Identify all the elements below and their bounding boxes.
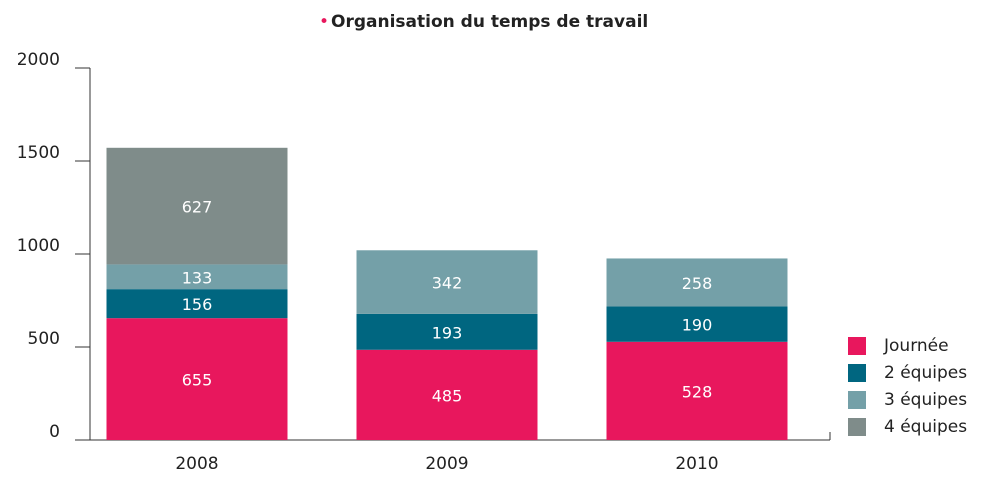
x-tick-label: 2010 [675, 454, 718, 474]
bar-segment [356, 349, 538, 440]
value-label: 485 [432, 386, 463, 405]
legend-label: 2 équipes [884, 363, 967, 383]
legend-swatch [848, 391, 866, 409]
y-tick-label: 0 [49, 422, 60, 442]
y-tick-label: 500 [28, 329, 60, 349]
y-tick-label: 1000 [17, 236, 60, 256]
legend-swatch [848, 364, 866, 382]
value-label: 342 [432, 274, 463, 293]
x-tick-label: 2009 [425, 454, 468, 474]
legend-label: 3 équipes [884, 390, 967, 410]
value-label: 133 [182, 268, 213, 287]
value-label: 528 [682, 382, 713, 401]
bar-segment [606, 258, 788, 307]
bar-segment [106, 318, 288, 440]
value-label: 627 [182, 198, 213, 217]
value-label: 258 [682, 274, 713, 293]
value-label: 190 [682, 316, 713, 335]
y-tick-label: 2000 [17, 50, 60, 70]
x-tick-label: 2008 [175, 454, 218, 474]
bar-segment [606, 306, 788, 342]
bar-segment [106, 289, 288, 319]
bar-segment [106, 147, 288, 265]
legend-label: Journée [883, 336, 949, 356]
title-bullet: • [319, 12, 329, 32]
legend-swatch [848, 418, 866, 436]
bar-segment [356, 313, 538, 350]
bar-segment [606, 341, 788, 440]
chart-title: Organisation du temps de travail [331, 12, 648, 32]
value-label: 193 [432, 323, 463, 342]
bar-segment [106, 264, 288, 290]
value-label: 655 [182, 371, 213, 390]
bar-segment [356, 250, 538, 314]
legend-label: 4 équipes [884, 417, 967, 437]
y-tick-label: 1500 [17, 143, 60, 163]
value-label: 156 [182, 295, 213, 314]
legend-swatch [848, 337, 866, 355]
